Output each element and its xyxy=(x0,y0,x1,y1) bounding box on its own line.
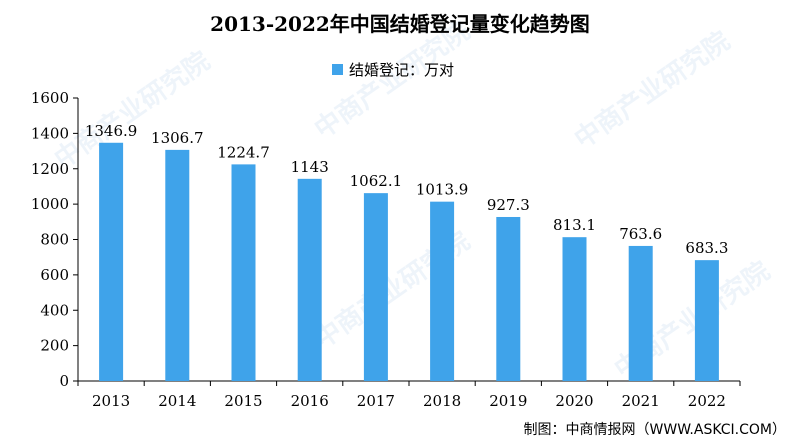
data-label: 1143 xyxy=(291,158,329,176)
bar xyxy=(563,237,587,381)
x-tick-label: 2021 xyxy=(622,392,660,410)
bar xyxy=(232,164,256,381)
x-tick-label: 2022 xyxy=(688,392,726,410)
x-tick-label: 2014 xyxy=(158,392,196,410)
bar xyxy=(364,193,388,381)
bar xyxy=(430,202,454,381)
x-tick-label: 2017 xyxy=(357,392,395,410)
data-label: 1346.9 xyxy=(85,122,138,140)
y-tick-label: 800 xyxy=(40,231,69,249)
bar xyxy=(496,217,520,381)
data-label: 1224.7 xyxy=(217,143,270,161)
y-tick-label: 200 xyxy=(40,337,69,355)
x-tick-label: 2020 xyxy=(555,392,593,410)
x-tick-label: 2018 xyxy=(423,392,461,410)
data-label: 813.1 xyxy=(553,216,596,234)
y-tick-label: 1600 xyxy=(31,89,69,107)
x-tick-label: 2019 xyxy=(489,392,527,410)
data-label: 763.6 xyxy=(619,225,662,243)
y-tick-label: 1200 xyxy=(31,160,69,178)
y-tick-label: 1400 xyxy=(31,124,69,142)
x-tick-label: 2013 xyxy=(92,392,130,410)
data-label: 1306.7 xyxy=(151,129,204,147)
bar xyxy=(629,246,653,381)
data-label: 1062.1 xyxy=(350,172,403,190)
y-tick-label: 400 xyxy=(40,301,69,319)
source-credit: 制图：中商情报网（WWW.ASKCI.COM） xyxy=(524,419,786,439)
bar xyxy=(99,143,123,381)
data-label: 683.3 xyxy=(685,239,728,257)
x-tick-label: 2016 xyxy=(291,392,329,410)
y-tick-label: 0 xyxy=(59,372,69,390)
data-label: 1013.9 xyxy=(416,181,469,199)
y-tick-label: 1000 xyxy=(31,195,69,213)
x-tick-label: 2015 xyxy=(224,392,262,410)
bar xyxy=(298,179,322,381)
bar xyxy=(695,260,719,381)
y-tick-label: 600 xyxy=(40,266,69,284)
data-label: 927.3 xyxy=(487,196,530,214)
bar xyxy=(165,150,189,381)
